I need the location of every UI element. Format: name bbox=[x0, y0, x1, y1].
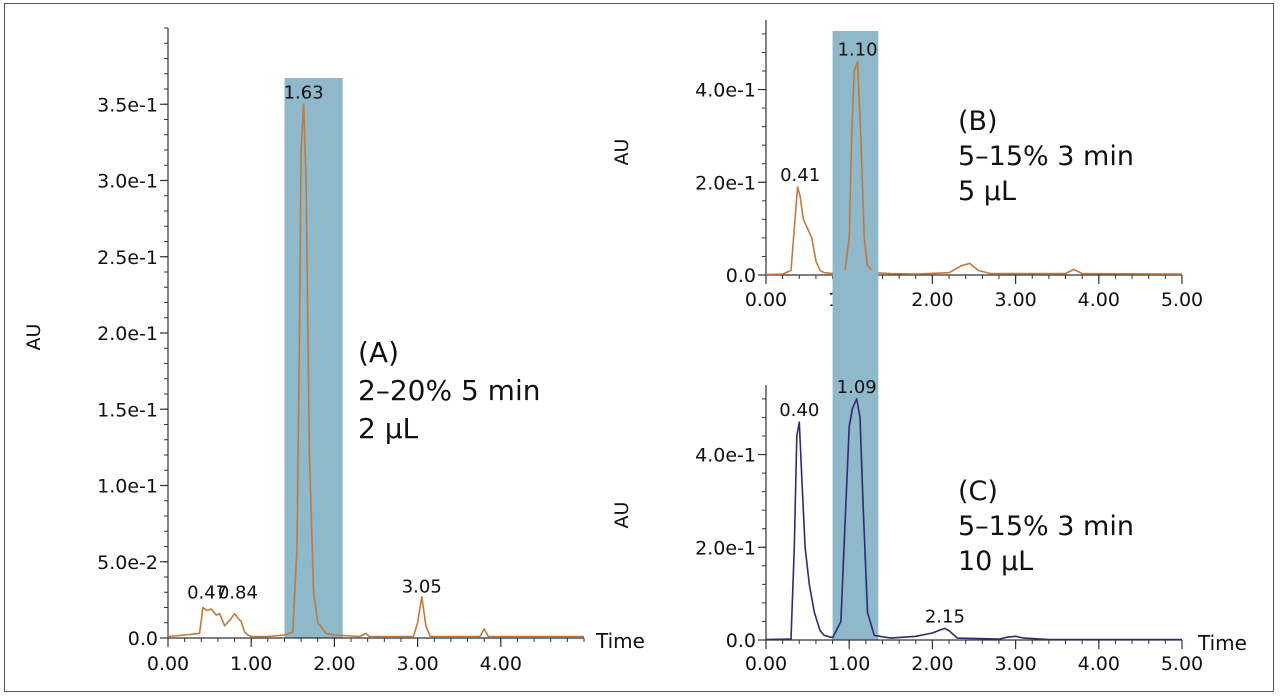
highlight-band bbox=[832, 270, 879, 640]
y-tick-label: 0.0 bbox=[128, 628, 158, 650]
y-tick-label: 4.0e-1 bbox=[695, 80, 756, 102]
x-tick-label: 2.00 bbox=[911, 653, 953, 675]
x-tick-label: 0.00 bbox=[745, 653, 787, 675]
x-tick-label: 0.00 bbox=[147, 653, 189, 675]
annotation-line: 10 µL bbox=[958, 546, 1033, 577]
x-tick-label: 4.00 bbox=[1078, 289, 1120, 311]
y-tick-label: 2.5e-1 bbox=[97, 247, 158, 269]
figure-frame bbox=[4, 3, 1274, 692]
annotation-line: 5–15% 3 min bbox=[958, 511, 1134, 542]
y-tick-label: 2.0e-1 bbox=[695, 172, 756, 194]
y-tick-label: 5.0e-2 bbox=[97, 552, 158, 574]
x-tick-label: 5.00 bbox=[1161, 289, 1203, 311]
y-axis-label: AU bbox=[611, 139, 633, 166]
x-tick-label: 1.00 bbox=[230, 653, 272, 675]
highlight-band bbox=[284, 78, 343, 638]
x-tick-label: 5.00 bbox=[1161, 653, 1203, 675]
peak-label: 1.63 bbox=[284, 82, 324, 103]
annotation-line: 5 µL bbox=[958, 176, 1016, 207]
x-tick-label: 1.00 bbox=[828, 653, 870, 675]
x-tick-label: 3.00 bbox=[994, 289, 1036, 311]
annotation-line: (A) bbox=[358, 336, 399, 369]
y-tick-label: 4.0e-1 bbox=[695, 445, 756, 467]
y-tick-label: 2.0e-1 bbox=[695, 537, 756, 559]
y-tick-label: 2.0e-1 bbox=[97, 323, 158, 345]
annotation-line: (B) bbox=[958, 106, 998, 137]
chromatogram-trace bbox=[765, 398, 1182, 641]
peak-label: 1.09 bbox=[837, 377, 877, 398]
x-tick-label: 4.00 bbox=[1078, 653, 1120, 675]
y-axis-label: AU bbox=[23, 324, 45, 351]
peak-label: 2.15 bbox=[925, 606, 965, 627]
x-tick-label: 4.00 bbox=[480, 653, 522, 675]
y-tick-label: 1.5e-1 bbox=[97, 399, 158, 421]
highlight-band bbox=[832, 31, 879, 275]
peak-label: 0.84 bbox=[218, 582, 258, 603]
chart-panel-c: 0.0 2.0e-1 4.0e-1 0.00 1.00 2.00 3.00 4.00 5.00 A… bbox=[611, 270, 1247, 675]
chromatogram-trace bbox=[167, 103, 584, 638]
chart-panel-b: 0.02.0e-14.0e-10.001.002.003.004.005.00A… bbox=[611, 20, 1203, 311]
y-axis-label: AU bbox=[611, 502, 633, 529]
y-tick-label: 0.0 bbox=[726, 630, 756, 652]
x-axis-label: Time bbox=[595, 629, 645, 653]
peak-label: 0.47 bbox=[187, 582, 227, 603]
x-tick-label: 2.00 bbox=[911, 289, 953, 311]
y-tick-label: 1.0e-1 bbox=[97, 476, 158, 498]
y-tick-label: 0.0 bbox=[726, 265, 756, 287]
y-tick-label: 3.0e-1 bbox=[97, 171, 158, 193]
x-tick-label: 2.00 bbox=[313, 653, 355, 675]
peak-label: 1.10 bbox=[837, 40, 877, 61]
y-tick-label: 3.5e-1 bbox=[97, 94, 158, 116]
chromatogram-trace bbox=[765, 60, 1183, 276]
x-tick-label: 3.00 bbox=[396, 653, 438, 675]
chart-panel-a: 0.0 5.0e-2 1.0e-1 1.5e-1 2.0e-1 2.5e-1 3.0e-1 3… bbox=[23, 27, 645, 675]
x-tick-label: 0.00 bbox=[745, 289, 787, 311]
peak-label: 0.40 bbox=[779, 400, 819, 421]
peak-label: 0.41 bbox=[780, 165, 820, 186]
x-axis-label: Time bbox=[1197, 631, 1247, 655]
peak-label: 3.05 bbox=[402, 576, 442, 597]
annotation-line: 2–20% 5 min bbox=[358, 374, 540, 407]
annotation-line: 2 µL bbox=[358, 412, 419, 445]
x-tick-label: 3.00 bbox=[994, 653, 1036, 675]
annotation-line: (C) bbox=[958, 476, 998, 507]
annotation-line: 5–15% 3 min bbox=[958, 141, 1134, 172]
